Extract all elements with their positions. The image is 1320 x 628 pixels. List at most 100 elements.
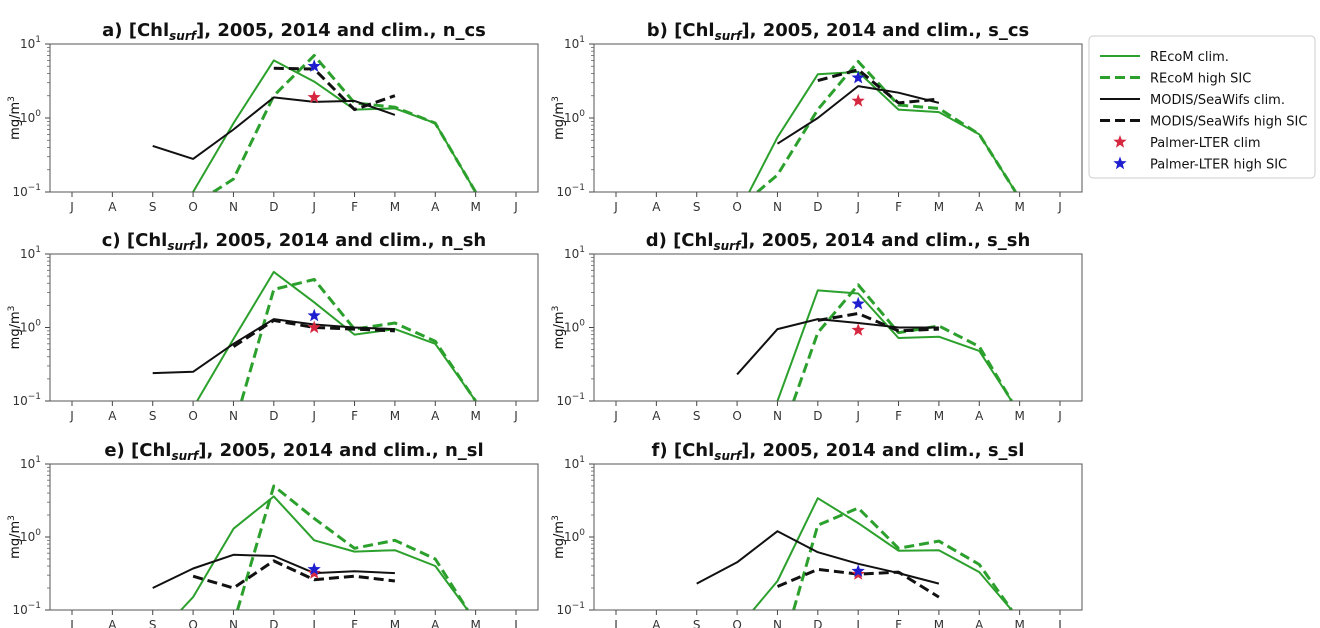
series-line bbox=[792, 283, 1013, 401]
panel-title: c) [Chlsurf], 2005, 2014 and clim., n_sh bbox=[102, 230, 486, 253]
x-tick-label: M bbox=[934, 409, 944, 423]
x-tick-label: N bbox=[229, 200, 238, 214]
x-tick-label: A bbox=[431, 200, 440, 214]
series-line bbox=[776, 85, 940, 145]
star-marker bbox=[851, 323, 865, 336]
y-axis-label: mg/m3 bbox=[551, 306, 567, 350]
x-tick-label: J bbox=[311, 409, 316, 423]
y-axis-label: mg/m3 bbox=[7, 96, 23, 140]
series-line bbox=[152, 553, 395, 589]
panel-title: e) [Chlsurf], 2005, 2014 and clim., n_sl bbox=[104, 440, 483, 463]
x-tick-label: M bbox=[390, 200, 400, 214]
series-line bbox=[192, 59, 477, 192]
legend-label: REcoM clim. bbox=[1150, 50, 1229, 65]
legend-star bbox=[1113, 135, 1127, 148]
x-tick-label: M bbox=[470, 200, 480, 214]
x-tick-label: J bbox=[513, 618, 518, 628]
x-tick-label: A bbox=[652, 409, 661, 423]
x-tick-label: A bbox=[431, 618, 440, 628]
series-line bbox=[756, 60, 1017, 192]
panel-title: b) [Chlsurf], 2005, 2014 and clim., s_cs bbox=[647, 20, 1029, 43]
x-tick-label: J bbox=[613, 618, 618, 628]
chart-legend: REcoM clim. REcoM high SIC MODIS/SeaWifs c… bbox=[1088, 35, 1316, 179]
star-marker bbox=[851, 564, 865, 577]
legend-label: Palmer-LTER high SIC bbox=[1150, 158, 1287, 173]
series-line bbox=[240, 278, 477, 401]
x-tick-label: J bbox=[613, 200, 618, 214]
series-line bbox=[152, 96, 396, 160]
x-tick-label: J bbox=[855, 409, 860, 423]
x-tick-label: N bbox=[773, 618, 782, 628]
x-tick-label: J bbox=[513, 200, 518, 214]
chart-panel: f) [Chlsurf], 2005, 2014 and clim., s_sl… bbox=[551, 440, 1083, 628]
series-line bbox=[776, 289, 1013, 401]
x-tick-label: D bbox=[813, 409, 822, 423]
legend-label: MODIS/SeaWifs clim. bbox=[1150, 93, 1285, 108]
x-tick-label: S bbox=[693, 409, 701, 423]
x-tick-label: F bbox=[351, 618, 358, 628]
plot-area bbox=[736, 283, 1013, 401]
chart-panel: c) [Chlsurf], 2005, 2014 and clim., n_sh… bbox=[7, 230, 539, 423]
x-tick-label: M bbox=[934, 200, 944, 214]
x-tick-label: D bbox=[269, 409, 278, 423]
x-tick-label: J bbox=[513, 409, 518, 423]
x-tick-label: O bbox=[732, 200, 741, 214]
chart-panel: a) [Chlsurf], 2005, 2014 and clim., n_cs… bbox=[7, 20, 539, 214]
x-tick-label: N bbox=[229, 409, 238, 423]
y-tick-label: 100 bbox=[564, 528, 585, 544]
x-tick-label: M bbox=[470, 409, 480, 423]
x-tick-label: D bbox=[813, 200, 822, 214]
series-line bbox=[152, 318, 395, 375]
series-line bbox=[273, 66, 396, 112]
x-tick-label: S bbox=[149, 200, 157, 214]
x-tick-label: O bbox=[188, 618, 197, 628]
plot-area bbox=[748, 60, 1017, 192]
y-tick-label: 10−1 bbox=[556, 601, 585, 617]
y-tick-label: 100 bbox=[20, 109, 41, 125]
x-tick-label: A bbox=[975, 618, 984, 628]
x-tick-label: M bbox=[1014, 618, 1024, 628]
axes-frame bbox=[49, 463, 539, 611]
chart-panels: a) [Chlsurf], 2005, 2014 and clim., n_cs… bbox=[7, 20, 1083, 628]
x-tick-label: A bbox=[652, 618, 661, 628]
x-tick-label: D bbox=[813, 618, 822, 628]
plot-area bbox=[152, 484, 469, 610]
x-tick-label: M bbox=[390, 618, 400, 628]
star-marker bbox=[307, 90, 321, 103]
panel-title: a) [Chlsurf], 2005, 2014 and clim., n_cs bbox=[102, 20, 486, 43]
x-tick-label: J bbox=[311, 618, 316, 628]
x-tick-label: N bbox=[773, 200, 782, 214]
panel-title: d) [Chlsurf], 2005, 2014 and clim., s_sh bbox=[646, 230, 1031, 253]
series-line bbox=[236, 484, 469, 610]
star-marker bbox=[307, 566, 321, 579]
star-marker bbox=[307, 320, 321, 334]
star-marker bbox=[851, 70, 865, 84]
x-tick-label: F bbox=[351, 200, 358, 214]
series-line bbox=[696, 530, 940, 585]
x-tick-label: J bbox=[69, 409, 74, 423]
x-tick-label: M bbox=[1014, 409, 1024, 423]
x-tick-label: D bbox=[269, 618, 278, 628]
x-tick-label: A bbox=[108, 618, 117, 628]
y-tick-label: 10−1 bbox=[12, 601, 41, 617]
x-tick-label: A bbox=[975, 409, 984, 423]
x-tick-label: N bbox=[229, 618, 238, 628]
x-tick-label: M bbox=[470, 618, 480, 628]
x-tick-label: O bbox=[732, 409, 741, 423]
series-line bbox=[192, 559, 396, 590]
x-tick-label: J bbox=[1057, 200, 1062, 214]
star-marker bbox=[307, 562, 321, 576]
series-line bbox=[792, 506, 1013, 610]
x-tick-label: O bbox=[188, 409, 197, 423]
chart-panel: d) [Chlsurf], 2005, 2014 and clim., s_sh… bbox=[551, 230, 1083, 423]
y-tick-label: 101 bbox=[20, 245, 41, 261]
x-tick-label: M bbox=[1014, 200, 1024, 214]
y-tick-label: 100 bbox=[20, 319, 41, 335]
x-tick-label: A bbox=[431, 409, 440, 423]
series-line bbox=[212, 54, 477, 192]
x-tick-label: F bbox=[895, 618, 902, 628]
x-tick-label: A bbox=[108, 200, 117, 214]
x-tick-label: M bbox=[390, 409, 400, 423]
x-tick-label: J bbox=[69, 200, 74, 214]
